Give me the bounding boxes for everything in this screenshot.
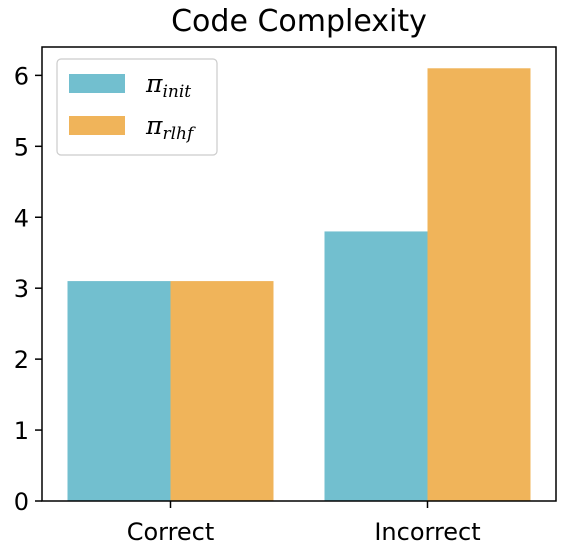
bar-s1-c0 bbox=[170, 281, 274, 501]
y-tick-label-4: 4 bbox=[14, 204, 29, 232]
legend: πinit πrlhf bbox=[56, 58, 218, 156]
legend-label-0: πinit bbox=[145, 69, 191, 102]
legend-label-1: πrlhf bbox=[145, 111, 196, 144]
plot-frame bbox=[41, 46, 557, 502]
chart-title: Code Complexity bbox=[171, 4, 427, 39]
x-tick-label-0: Correct bbox=[127, 518, 215, 546]
y-tick-label-6: 6 bbox=[14, 62, 29, 90]
y-tick-label-3: 3 bbox=[14, 275, 29, 303]
x-tick-label-1: Incorrect bbox=[374, 518, 480, 546]
y-tick-label-0: 0 bbox=[14, 488, 29, 516]
x-axis: Correct Incorrect bbox=[127, 501, 481, 546]
bars-layer bbox=[67, 68, 531, 501]
bar-s0-c1 bbox=[324, 231, 428, 501]
y-tick-label-2: 2 bbox=[14, 346, 29, 374]
y-tick-label-5: 5 bbox=[14, 133, 29, 161]
y-tick-label-1: 1 bbox=[14, 417, 29, 445]
y-axis: 0 1 2 3 4 5 6 bbox=[14, 62, 42, 516]
bar-s1-c1 bbox=[427, 68, 531, 501]
legend-swatch-0 bbox=[69, 74, 125, 93]
bar-s0-c0 bbox=[67, 281, 171, 501]
legend-swatch-1 bbox=[69, 116, 125, 135]
